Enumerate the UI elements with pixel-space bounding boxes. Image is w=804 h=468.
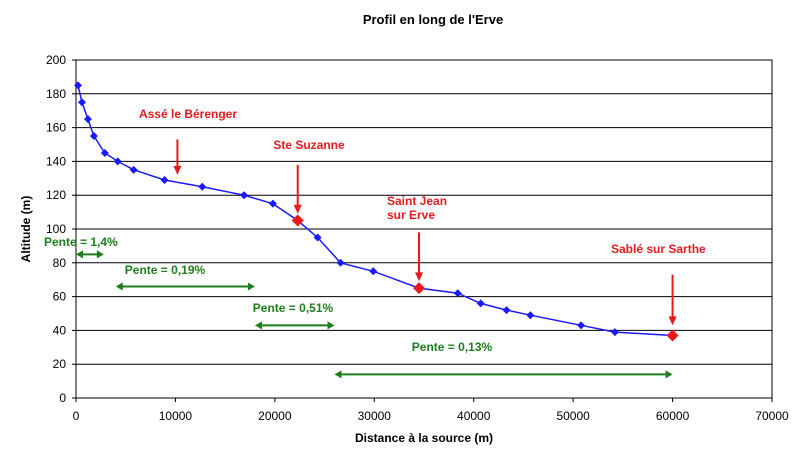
town-label: sur Erve [387, 208, 435, 222]
y-tick-label: 60 [53, 290, 67, 304]
y-tick-label: 200 [46, 53, 66, 67]
data-point [336, 258, 345, 267]
x-axis-ticks: 0 10000 20000 30000 40000 50000 60000 70000 [73, 398, 789, 423]
data-point [113, 157, 122, 166]
y-tick-label: 140 [46, 154, 66, 168]
town-label: Ste Suzanne [273, 138, 345, 152]
slope-label: Pente = 0,19% [125, 263, 206, 277]
x-tick-label: 0 [73, 409, 80, 423]
data-point [610, 328, 619, 337]
data-point [89, 132, 98, 141]
y-tick-label: 180 [46, 87, 66, 101]
slope-label: Pente = 1,4% [44, 235, 118, 249]
data-point [77, 98, 86, 107]
gridlines [76, 93, 772, 365]
town-label: Assé le Bérenger [139, 107, 237, 121]
data-point [369, 267, 378, 276]
town-arrowhead [668, 316, 677, 326]
data-point [83, 115, 92, 124]
series-line [77, 85, 673, 337]
y-tick-label: 20 [53, 357, 67, 371]
slope-label: Pente = 0,13% [412, 340, 493, 354]
slope-label: Pente = 0,51% [253, 301, 334, 315]
y-tick-label: 40 [53, 323, 67, 337]
y-tick-label: 160 [46, 121, 66, 135]
data-point [453, 289, 462, 298]
y-axis-label: Altitude (m) [19, 196, 33, 263]
slope-arrowhead-left [254, 321, 262, 330]
x-tick-label: 50000 [556, 409, 590, 423]
town-label: Saint Jean [387, 194, 447, 208]
data-point [240, 191, 249, 200]
slope-arrowhead-left [334, 370, 342, 379]
slope-arrowhead-left [115, 282, 123, 291]
data-point [268, 199, 277, 208]
x-tick-label: 10000 [159, 409, 193, 423]
slope-annotations: Pente = 1,4% Pente = 0,19% Pente = 0,51% Pe… [44, 235, 673, 379]
town-arrowhead [415, 272, 424, 282]
x-tick-label: 40000 [457, 409, 491, 423]
x-tick-label: 20000 [258, 409, 292, 423]
town-label: Sablé sur Sarthe [611, 242, 706, 256]
data-point [502, 306, 511, 315]
slope-arrowhead-right [665, 370, 673, 379]
data-point [198, 182, 207, 191]
town-annotations: Assé le Bérenger Ste Suzanne Saint Jeansur… [139, 107, 706, 342]
x-tick-label: 70000 [755, 409, 789, 423]
y-axis-ticks: 0 20 40 60 80 100 120 140 160 180 200 [46, 53, 76, 405]
chart-title: Profil en long de l'Erve [363, 12, 503, 27]
data-point [100, 148, 109, 157]
data-point [73, 81, 82, 90]
x-axis-label: Distance à la source (m) [355, 431, 493, 445]
data-point [526, 311, 535, 320]
town-marker [666, 329, 679, 342]
y-tick-label: 100 [46, 222, 66, 236]
data-point [476, 299, 485, 308]
town-arrowhead [173, 165, 182, 175]
y-tick-label: 120 [46, 188, 66, 202]
slope-arrowhead-right [327, 321, 335, 330]
x-tick-label: 60000 [656, 409, 690, 423]
y-tick-label: 80 [53, 256, 67, 270]
town-arrowhead [293, 204, 302, 214]
y-tick-label: 0 [59, 391, 66, 405]
data-point [577, 321, 586, 330]
slope-arrowhead-right [96, 250, 104, 259]
slope-arrowhead-right [247, 282, 255, 291]
x-tick-label: 30000 [358, 409, 392, 423]
town-marker [413, 282, 426, 295]
slope-arrowhead-left [76, 250, 83, 259]
data-point [160, 175, 169, 184]
town-marker [291, 214, 304, 227]
data-point [129, 165, 138, 174]
data-point [313, 233, 322, 242]
